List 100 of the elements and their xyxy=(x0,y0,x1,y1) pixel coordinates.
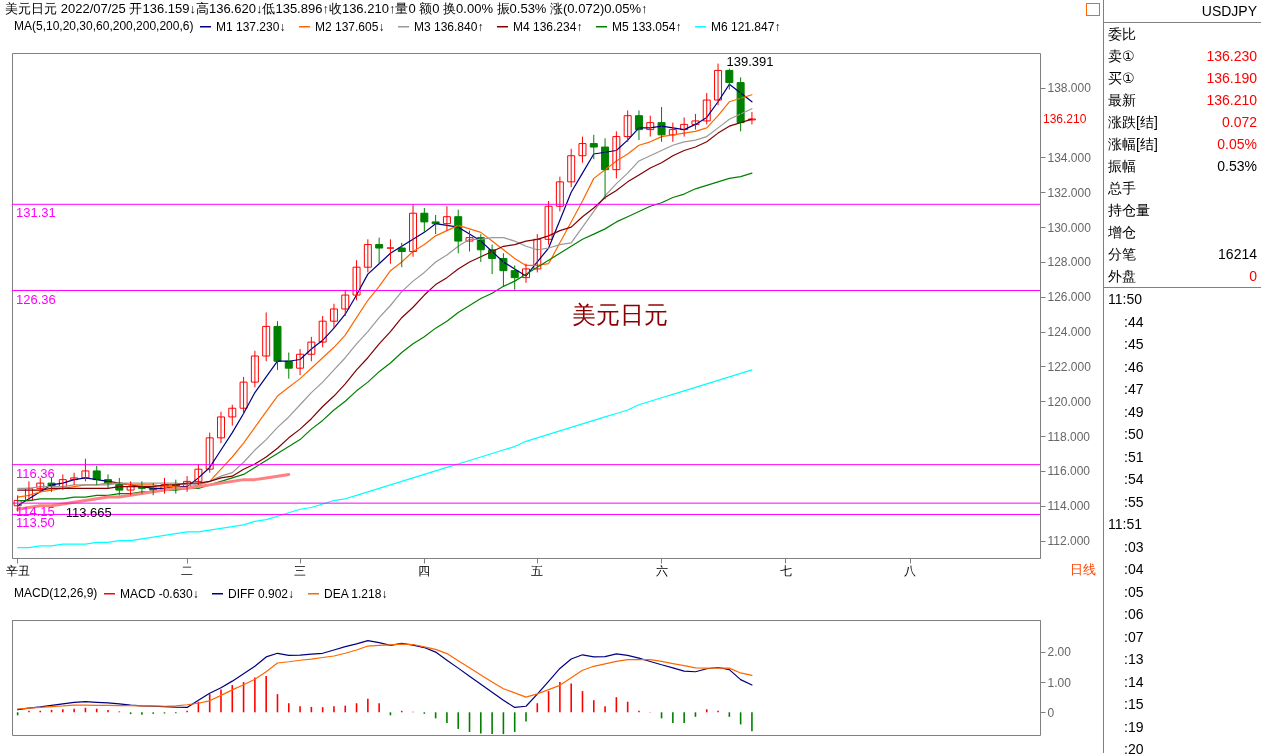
text: :47 xyxy=(1123,380,1145,399)
category-label: 最新 xyxy=(1108,91,1136,110)
candlestick xyxy=(352,259,361,301)
ref-line-label: 126.36 xyxy=(16,291,56,307)
category-label: 卖① xyxy=(1108,47,1135,66)
candlestick xyxy=(126,480,135,496)
candlestick xyxy=(567,148,576,188)
candlestick xyxy=(36,477,45,493)
legend-label: M4 136.234↑ xyxy=(513,19,583,34)
text: :07 xyxy=(1123,627,1145,647)
x-tick-label: 八 xyxy=(904,563,917,578)
y-tick-label: 132.000 xyxy=(1047,185,1092,200)
x-tick-label: 辛丑 xyxy=(5,563,30,578)
candlestick xyxy=(329,303,338,329)
x-tick-label: 四 xyxy=(418,563,431,578)
y-tick-label: 0 xyxy=(1047,705,1055,720)
y-tick-label: 130.000 xyxy=(1047,220,1092,235)
candlestick xyxy=(420,207,429,233)
legend-label: M2 137.605↓ xyxy=(315,19,385,34)
line-series xyxy=(17,369,753,549)
candlestick xyxy=(589,134,598,160)
legend-title: MACD(12,26,9) xyxy=(14,586,98,600)
text: :45 xyxy=(1123,335,1145,354)
text: :14 xyxy=(1123,672,1145,692)
text: :03 xyxy=(1123,537,1145,557)
ref-line-label: 131.31 xyxy=(16,205,56,221)
ref-line-label: 116.36 xyxy=(16,465,55,481)
candlestick xyxy=(81,458,90,482)
candlestick xyxy=(273,320,282,371)
ref-line-label: 113.50 xyxy=(16,515,55,531)
legend-label: M5 133.054↑ xyxy=(612,19,682,34)
legend-label: M1 137.230↓ xyxy=(216,19,286,34)
text: 136.210 xyxy=(1043,112,1087,126)
category-label: 涨跌[结] xyxy=(1108,113,1158,132)
text: 136.230 xyxy=(1206,48,1257,64)
x-tick-label: 六 xyxy=(655,563,668,578)
candlestick xyxy=(250,350,259,388)
candlestick xyxy=(363,238,372,273)
y-tick-label: 118.000 xyxy=(1047,429,1091,444)
candlestick xyxy=(58,473,67,491)
text: :04 xyxy=(1123,560,1145,579)
candlestick xyxy=(544,200,553,246)
candlestick xyxy=(714,63,723,106)
candlestick xyxy=(623,109,632,143)
text: :51 xyxy=(1123,447,1145,467)
annotation: 139.391 xyxy=(726,54,774,69)
candlestick xyxy=(228,404,237,427)
y-tick-label: 128.000 xyxy=(1047,255,1092,270)
y-tick-label: 124.000 xyxy=(1047,325,1092,340)
y-tick-label: 116.000 xyxy=(1047,464,1091,479)
y-tick-label: 126.000 xyxy=(1047,290,1092,305)
category-label: 总手 xyxy=(1108,179,1136,198)
candlestick xyxy=(680,116,689,138)
candlestick xyxy=(612,130,621,179)
text: :15 xyxy=(1123,695,1145,714)
text: :20 xyxy=(1123,740,1145,755)
candlestick xyxy=(522,263,530,284)
candlestick xyxy=(239,376,248,414)
candlestick xyxy=(205,432,214,474)
text: 0.05% xyxy=(1217,136,1257,152)
text: :13 xyxy=(1123,650,1145,669)
legend-label: M3 136.840↑ xyxy=(414,19,484,34)
y-tick-label: 112.000 xyxy=(1047,534,1091,549)
text: 0 xyxy=(1249,268,1257,284)
candlestick xyxy=(409,204,418,258)
y-tick-label: 1.00 xyxy=(1047,675,1072,690)
candlestick xyxy=(341,289,350,317)
candlestick xyxy=(646,115,655,138)
category-label: 振幅 xyxy=(1108,157,1136,176)
category-label: 买① xyxy=(1108,69,1135,88)
candlestick xyxy=(533,233,542,273)
y-tick-label: 138.000 xyxy=(1047,81,1092,96)
text: 16214 xyxy=(1218,246,1257,262)
candlestick xyxy=(555,176,564,212)
candlestick xyxy=(668,122,677,143)
text: :46 xyxy=(1123,357,1145,377)
candlestick xyxy=(194,463,203,486)
candlestick xyxy=(431,214,440,235)
category-label: 增仓 xyxy=(1108,223,1136,242)
text: :19 xyxy=(1123,717,1145,737)
x-tick-label: 二 xyxy=(181,563,194,578)
legend-label: M6 121.847↑ xyxy=(711,19,781,34)
text: 日线 xyxy=(1070,562,1096,577)
category-label: 持仓量 xyxy=(1108,201,1150,220)
candlestick xyxy=(216,411,225,444)
category-label: 外盘 xyxy=(1108,267,1136,286)
chart-title: 美元日元 2022/07/25 开136.159↓高136.620↓低135.896↑收136.210↑量0 额0 换0.00% 振0.53% 涨(0.072)0.05%↑ xyxy=(5,1,648,16)
candlestick xyxy=(442,205,451,232)
x-tick-label: 三 xyxy=(294,563,307,578)
text: :54 xyxy=(1123,470,1145,489)
category-label: 分笔 xyxy=(1108,245,1136,264)
text: :05 xyxy=(1123,582,1145,602)
x-tick-label: 五 xyxy=(531,563,544,578)
text: :06 xyxy=(1123,605,1145,624)
text: :49 xyxy=(1123,402,1145,422)
legend-label: MACD -0.630↓ xyxy=(120,586,199,601)
candlestick xyxy=(318,315,327,348)
text: 0.072 xyxy=(1221,114,1257,130)
legend-label: DIFF 0.902↓ xyxy=(228,586,295,601)
candlestick xyxy=(691,113,700,131)
